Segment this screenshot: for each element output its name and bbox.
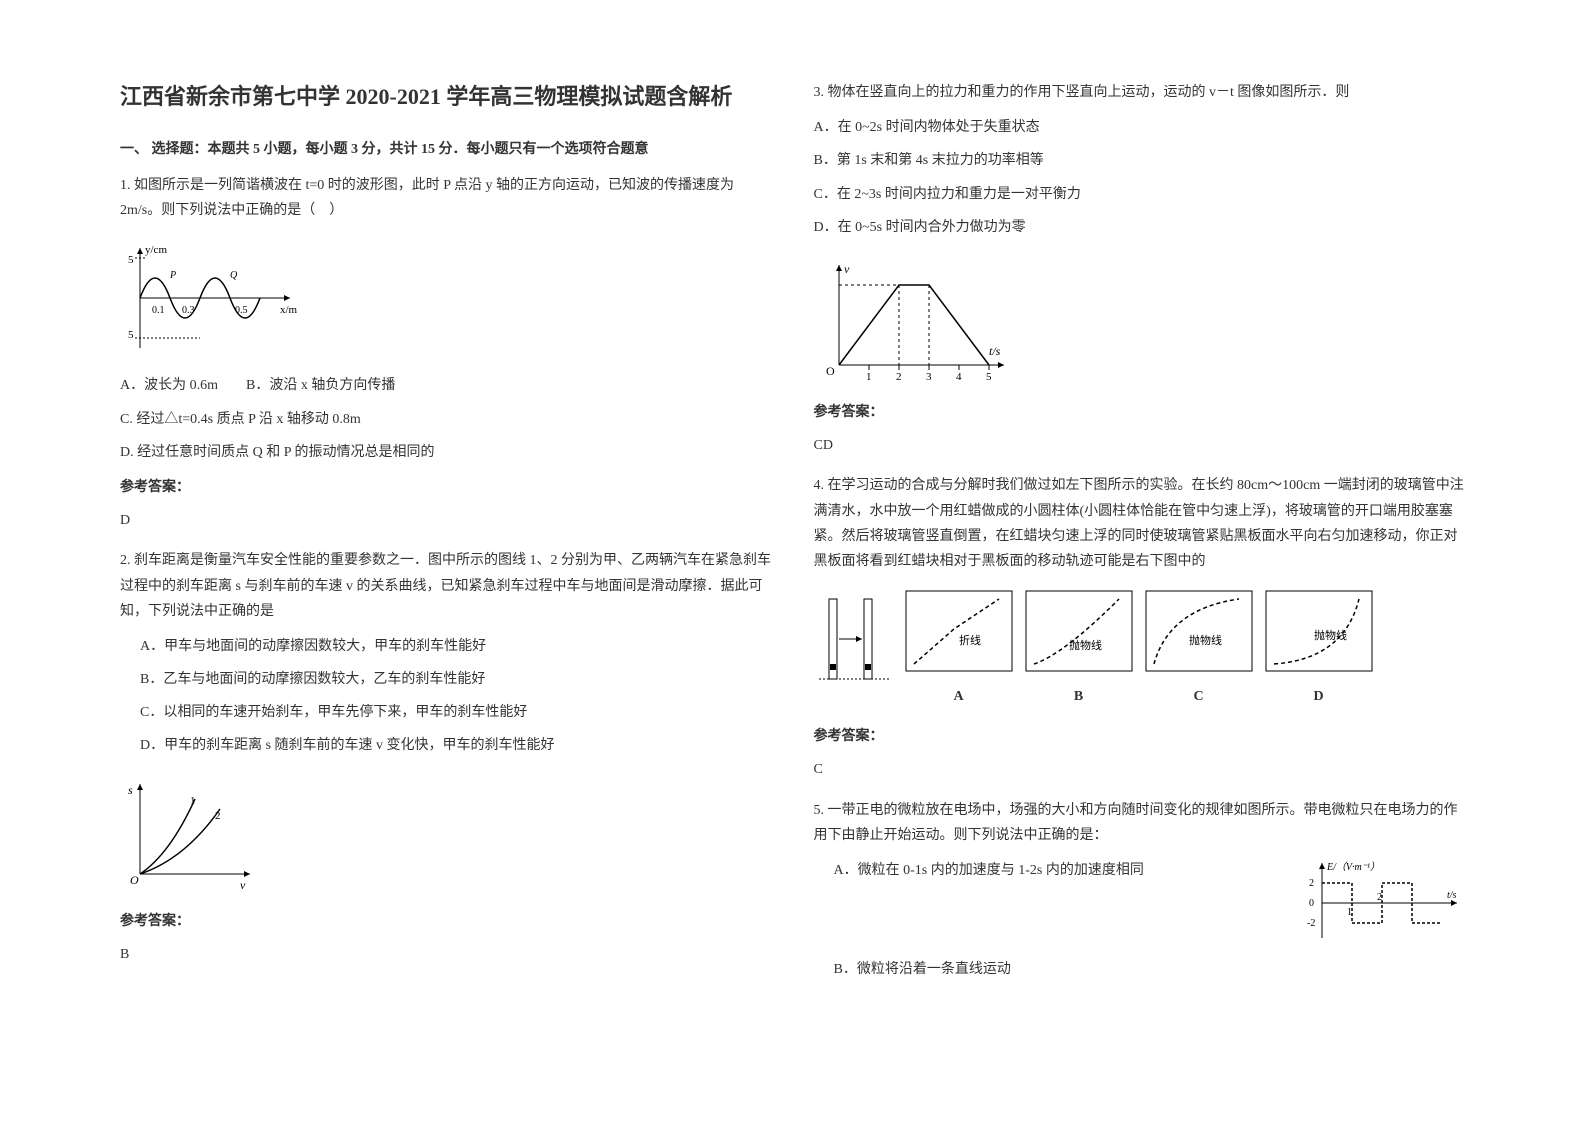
q4-figure-d: 抛物线 D [1264, 589, 1374, 709]
svg-text:0: 0 [1309, 898, 1314, 909]
svg-text:2: 2 [1377, 892, 1382, 903]
q3-option-c: C．在 2~3s 时间内拉力和重力是一对平衡力 [814, 182, 1468, 207]
q3-option-a: A．在 0~2s 时间内物体处于失重状态 [814, 115, 1468, 140]
q1-option-d: D. 经过任意时间质点 Q 和 P 的振动情况总是相同的 [120, 440, 774, 465]
svg-text:-2: -2 [1307, 918, 1315, 929]
q3-answer-label: 参考答案： [814, 400, 1468, 425]
svg-text:P: P [169, 270, 176, 281]
svg-text:O: O [130, 873, 139, 887]
q3-figure: v t/s O 1 2 3 4 5 [814, 255, 1468, 385]
svg-text:1: 1 [1347, 907, 1352, 918]
q4-figure-a: 折线 A [904, 589, 1014, 709]
svg-text:4: 4 [956, 371, 962, 383]
svg-text:1: 1 [866, 371, 872, 383]
svg-text:抛物线: 抛物线 [1189, 633, 1222, 647]
svg-text:5: 5 [986, 371, 992, 383]
svg-text:5: 5 [128, 329, 134, 341]
q3-option-b: B．第 1s 末和第 4s 末拉力的功率相等 [814, 148, 1468, 173]
q4-answer-label: 参考答案： [814, 724, 1468, 749]
section-header: 一、 选择题：本题共 5 小题，每小题 3 分，共计 15 分．每小题只有一个选… [120, 138, 774, 158]
q5-ylabel: E/（V·m⁻¹） [1326, 861, 1380, 873]
q2-option-c: C．以相同的车速开始刹车，甲车先停下来，甲车的刹车性能好 [120, 700, 774, 725]
q1-option-ab: A．波长为 0.6m B．波沿 x 轴负方向传播 [120, 373, 774, 398]
q4-figure-b: 抛物线 B [1024, 589, 1134, 709]
svg-text:0.3: 0.3 [182, 305, 195, 316]
svg-text:折线: 折线 [959, 633, 981, 647]
q1-text: 1. 如图所示是一列简谐横波在 t=0 时的波形图，此时 P 点沿 y 轴的正方… [120, 173, 774, 223]
q1-option-c: C. 经过△t=0.4s 质点 P 沿 x 轴移动 0.8m [120, 407, 774, 432]
q1-xlabel: x/m [280, 304, 298, 316]
svg-text:抛物线: 抛物线 [1314, 628, 1347, 642]
left-column: 江西省新余市第七中学 2020-2021 学年高三物理模拟试题含解析 一、 选择… [100, 80, 794, 1082]
svg-text:0.1: 0.1 [152, 305, 165, 316]
svg-text:抛物线: 抛物线 [1069, 638, 1102, 652]
q4-label-b: B [1074, 684, 1083, 709]
svg-text:2: 2 [1309, 878, 1314, 889]
question-2: 2. 刹车距离是衡量汽车安全性能的重要参数之一．图中所示的图线 1、2 分别为甲… [120, 548, 774, 967]
q3-option-d: D．在 0~5s 时间内合外力做功为零 [814, 215, 1468, 240]
q3-ylabel: v [844, 262, 850, 276]
document-title: 江西省新余市第七中学 2020-2021 学年高三物理模拟试题含解析 [120, 80, 774, 113]
svg-text:Q: Q [230, 270, 238, 281]
q2-answer-label: 参考答案： [120, 909, 774, 934]
q5-option-b: B．微粒将沿着一条直线运动 [814, 957, 1468, 982]
q3-text: 3. 物体在竖直向上的拉力和重力的作用下竖直向上运动，运动的 v－t 图像如图所… [814, 80, 1468, 105]
svg-text:3: 3 [926, 371, 932, 383]
question-5: 5. 一带正电的微粒放在电场中，场强的大小和方向随时间变化的规律如图所示。带电微… [814, 798, 1468, 983]
q2-text: 2. 刹车距离是衡量汽车安全性能的重要参数之一．图中所示的图线 1、2 分别为甲… [120, 548, 774, 624]
svg-text:0.5: 0.5 [235, 305, 248, 316]
q4-label-a: A [953, 684, 963, 709]
svg-text:1: 1 [190, 795, 196, 807]
q4-label-d: D [1313, 684, 1323, 709]
question-1: 1. 如图所示是一列简谐横波在 t=0 时的波形图，此时 P 点沿 y 轴的正方… [120, 173, 774, 533]
q4-figure-tube [814, 589, 894, 709]
q2-option-b: B．乙车与地面间的动摩擦因数较大，乙车的刹车性能好 [120, 667, 774, 692]
q3-xlabel: t/s [989, 344, 1001, 358]
q2-answer: B [120, 942, 774, 967]
q5-figure: E/（V·m⁻¹） t/s 2 0 -2 1 2 [1297, 858, 1467, 957]
q4-figure-c: 抛物线 C [1144, 589, 1254, 709]
q1-answer-label: 参考答案： [120, 475, 774, 500]
q1-answer: D [120, 508, 774, 533]
q2-option-d: D．甲车的刹车距离 s 随刹车前的车速 v 变化快，甲车的刹车性能好 [120, 733, 774, 758]
svg-text:O: O [826, 364, 835, 378]
question-3: 3. 物体在竖直向上的拉力和重力的作用下竖直向上运动，运动的 v－t 图像如图所… [814, 80, 1468, 458]
q1-ylabel: y/cm [145, 244, 167, 256]
q2-xlabel: v [240, 878, 246, 892]
svg-text:5: 5 [128, 254, 134, 266]
q4-answer: C [814, 757, 1468, 782]
q5-xlabel: t/s [1447, 890, 1457, 901]
q4-figures: 折线 A 抛物线 B 抛物线 C [814, 589, 1468, 709]
q1-figure: y/cm x/m 5 5 0.1 0.3 0.5 P Q [120, 238, 774, 358]
q2-option-a: A．甲车与地面间的动摩擦因数较大，甲车的刹车性能好 [120, 634, 774, 659]
q4-text: 4. 在学习运动的合成与分解时我们做过如左下图所示的实验。在长约 80cm～10… [814, 473, 1468, 574]
q3-answer: CD [814, 433, 1468, 458]
q5-text: 5. 一带正电的微粒放在电场中，场强的大小和方向随时间变化的规律如图所示。带电微… [814, 798, 1468, 848]
q4-label-c: C [1193, 684, 1203, 709]
right-column: 3. 物体在竖直向上的拉力和重力的作用下竖直向上运动，运动的 v－t 图像如图所… [794, 80, 1488, 1082]
question-4: 4. 在学习运动的合成与分解时我们做过如左下图所示的实验。在长约 80cm～10… [814, 473, 1468, 782]
q2-ylabel: s [128, 783, 133, 797]
q2-figure: s v O 1 2 [120, 774, 774, 894]
svg-text:2: 2 [896, 371, 902, 383]
svg-text:2: 2 [215, 810, 221, 822]
